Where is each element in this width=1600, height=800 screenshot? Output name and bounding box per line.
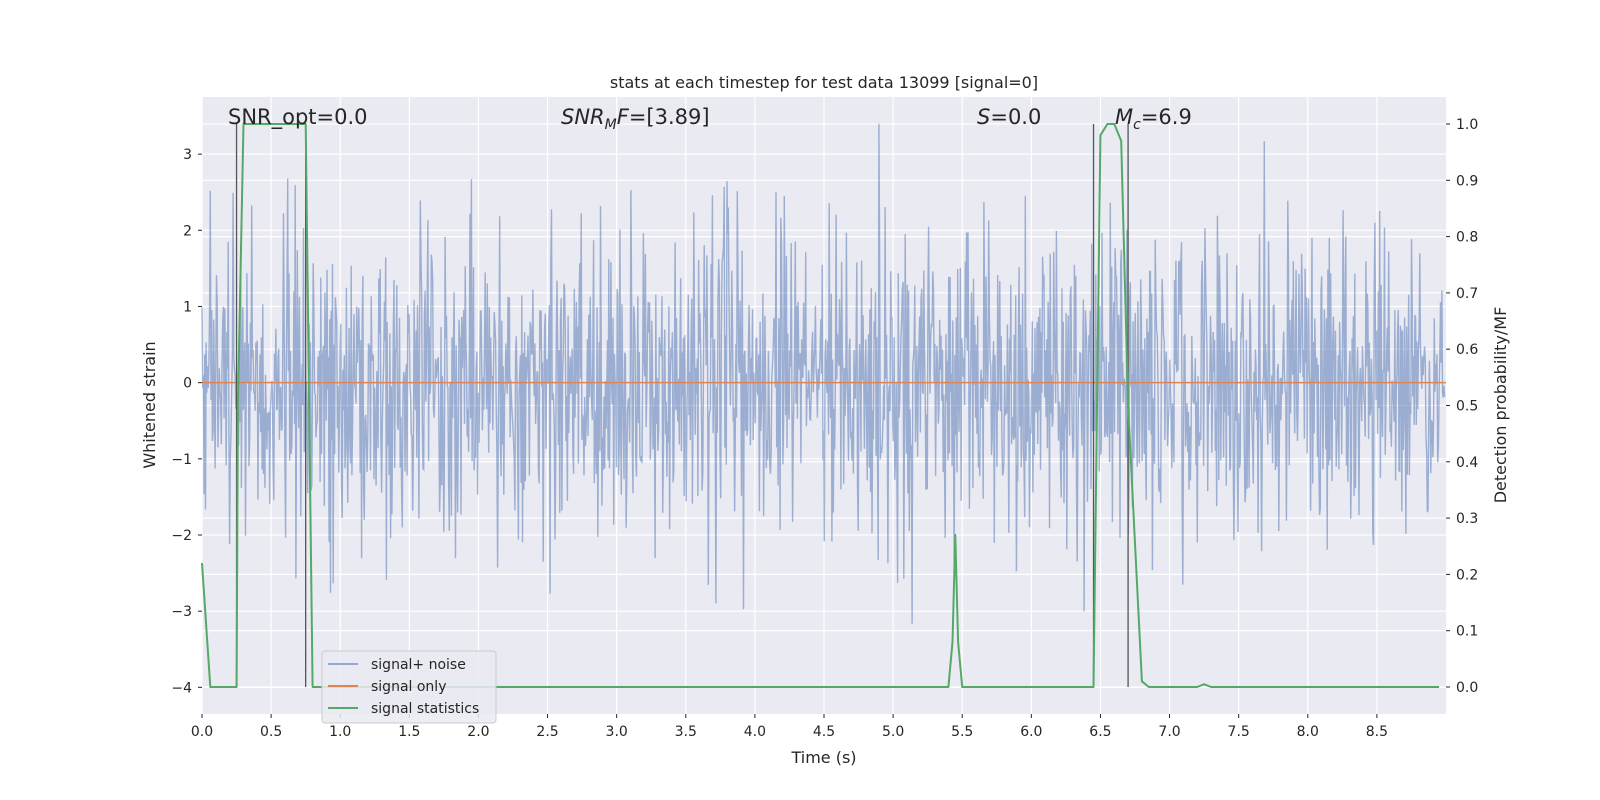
y-tick-labels: 3 2 1 0 −1 −2 −3 −4 — [171, 147, 202, 696]
x-tick-label: 0.0 — [191, 724, 213, 740]
y2-tick-label: 0.7 — [1456, 286, 1478, 302]
y-tick-label: −1 — [171, 452, 192, 468]
signal-statistics-line — [201, 123, 1440, 688]
x-tick-label: 8.5 — [1366, 724, 1388, 740]
x-tick-label: 8.0 — [1297, 724, 1319, 740]
x-tick-label: 4.0 — [744, 724, 766, 740]
y2-tick-labels: 1.0 0.9 0.8 0.7 0.6 0.5 0.4 0.3 0.2 0.1 0.0 — [1446, 117, 1478, 696]
x-tick-label: 5.5 — [951, 724, 973, 740]
legend-label-signal-plus-noise: signal+ noise — [371, 657, 466, 673]
x-tick-label: 7.5 — [1228, 724, 1250, 740]
x-tick-label: 1.0 — [329, 724, 351, 740]
x-tick-label: 3.5 — [675, 724, 697, 740]
y2-tick-label: 0.0 — [1456, 680, 1478, 696]
annotation-mc: Mc=6.9 — [1115, 105, 1192, 133]
y2-tick-label: 0.3 — [1456, 511, 1478, 527]
y-tick-label: 0 — [183, 376, 192, 392]
x-tick-labels: 0.0 0.5 1.0 1.5 2.0 2.5 3.0 3.5 4.0 4.5 5.0 5.5 6.0 6… — [191, 714, 1388, 740]
x-tick-label: 2.0 — [467, 724, 489, 740]
series-signal-statistics — [201, 123, 1440, 688]
x-axis-label: Time (s) — [790, 748, 856, 767]
legend-box — [321, 650, 497, 724]
y-tick-label: 2 — [183, 223, 192, 239]
x-tick-label: 1.5 — [398, 724, 420, 740]
x-tick-label: 3.0 — [606, 724, 628, 740]
y2-tick-label: 0.2 — [1456, 567, 1478, 583]
legend-label-signal-statistics: signal statistics — [371, 701, 479, 717]
y-tick-label: 3 — [183, 147, 192, 163]
y-tick-label: −4 — [171, 680, 192, 696]
y2-tick-label: 0.1 — [1456, 624, 1478, 640]
annotation-snr-opt: SNR_opt=0.0 — [228, 105, 368, 130]
y2-axis-label: Detection probability/MF — [1491, 307, 1510, 504]
x-tick-label: 0.5 — [260, 724, 282, 740]
y-tick-label: 1 — [183, 299, 192, 315]
y2-tick-label: 0.9 — [1456, 173, 1478, 189]
x-tick-label: 2.5 — [536, 724, 558, 740]
y2-tick-label: 0.5 — [1456, 399, 1478, 415]
y-tick-label: −3 — [171, 604, 192, 620]
annotation-snr-mf: SNRMF=[3.89] — [561, 105, 710, 133]
series-signal-plus-noise — [201, 123, 1446, 624]
signal-plus-noise-line — [201, 123, 1446, 624]
y-axis-label: Whitened strain — [140, 341, 159, 468]
annotation-s: S=0.0 — [977, 105, 1041, 129]
x-tick-label: 5.0 — [882, 724, 904, 740]
y2-tick-label: 0.8 — [1456, 230, 1478, 246]
x-tick-label: 6.0 — [1020, 724, 1042, 740]
y-tick-label: −2 — [171, 528, 192, 544]
y2-tick-label: 0.4 — [1456, 455, 1478, 471]
chart-title: stats at each timestep for test data 130… — [610, 73, 1038, 92]
legend-label-signal-only: signal only — [371, 679, 446, 695]
x-tick-label: 4.5 — [813, 724, 835, 740]
y2-tick-label: 1.0 — [1456, 117, 1478, 133]
x-tick-label: 6.5 — [1089, 724, 1111, 740]
legend: signal+ noise signal only signal statist… — [321, 650, 497, 724]
y2-tick-label: 0.6 — [1456, 342, 1478, 358]
x-tick-label: 7.0 — [1158, 724, 1180, 740]
